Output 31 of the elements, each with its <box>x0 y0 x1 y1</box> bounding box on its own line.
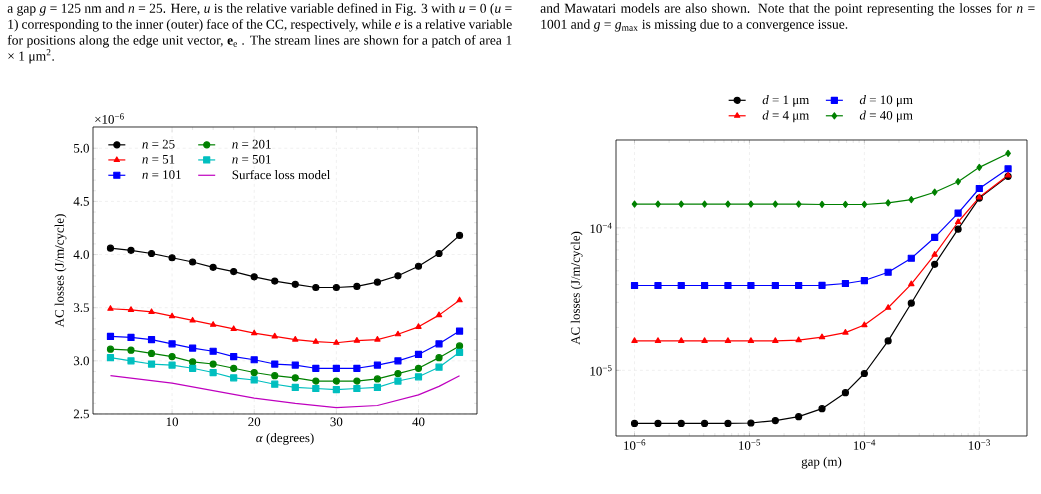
legend-label: n = 25 <box>142 139 175 149</box>
y-tick-label: 4.5 <box>73 197 89 206</box>
y-tick-label: 3.0 <box>73 356 89 366</box>
legend-label: n = 101 <box>142 170 181 179</box>
x-axis-title: α (degrees) <box>256 433 314 445</box>
legend-label: d = 10 μm <box>859 95 913 107</box>
x-tick-label: 10$^{−5}$ <box>739 439 761 450</box>
text: ×10$^{−6}$ <box>95 113 124 124</box>
y-tick-label: 2.5 <box>73 409 89 419</box>
legend-label: n = 201 <box>232 139 271 149</box>
legend-label: n = 51 <box>142 154 175 164</box>
y-tick-label: 4.0 <box>73 250 89 259</box>
legend-label: d = 40 μm <box>859 110 913 123</box>
text: a gap g = 125 nm and n = 25. Here, u is the relative variable defined in Fig. 3 with u = 0 (u = 1) corresponding to the inner (outer) face of the CC, respectively, while e is a relative variable for positions along the edge unit vector, e$_{e}$ . The stream lines are shown for a patch of area 1 × 1 μm$^{2}$. <box>7 3 512 64</box>
text: and Mawatari models are also shown. Note that the point representing the losses for n = 1001 and g = g$_{max}$ is missing due to a convergence issue. <box>540 3 1035 32</box>
y-tick-label: 3.5 <box>73 303 89 313</box>
legend-label: d = 1 μm <box>762 95 810 107</box>
x-axis-title: gap (m) <box>801 456 842 469</box>
legend-label: d = 4 μm <box>762 110 810 123</box>
x-tick-label: 40 <box>412 417 425 427</box>
x-tick-label: 10 <box>166 417 179 427</box>
legend-label: n = 501 <box>232 154 271 164</box>
x-tick-label: 30 <box>330 417 343 427</box>
x-tick-label: 10$^{−4}$ <box>853 439 876 450</box>
legend-label: Surface loss model <box>232 169 331 180</box>
y-axis-title: AC losses (J/m/cycle) <box>570 231 583 345</box>
x-tick-label: 10$^{−3}$ <box>968 439 990 450</box>
y-tick-label: 5.0 <box>74 143 89 153</box>
x-tick-label: 10$^{−6}$ <box>624 439 646 450</box>
x-tick-label: 20 <box>248 417 261 427</box>
y-axis-title: AC losses (J/m/cycle) <box>54 214 67 328</box>
